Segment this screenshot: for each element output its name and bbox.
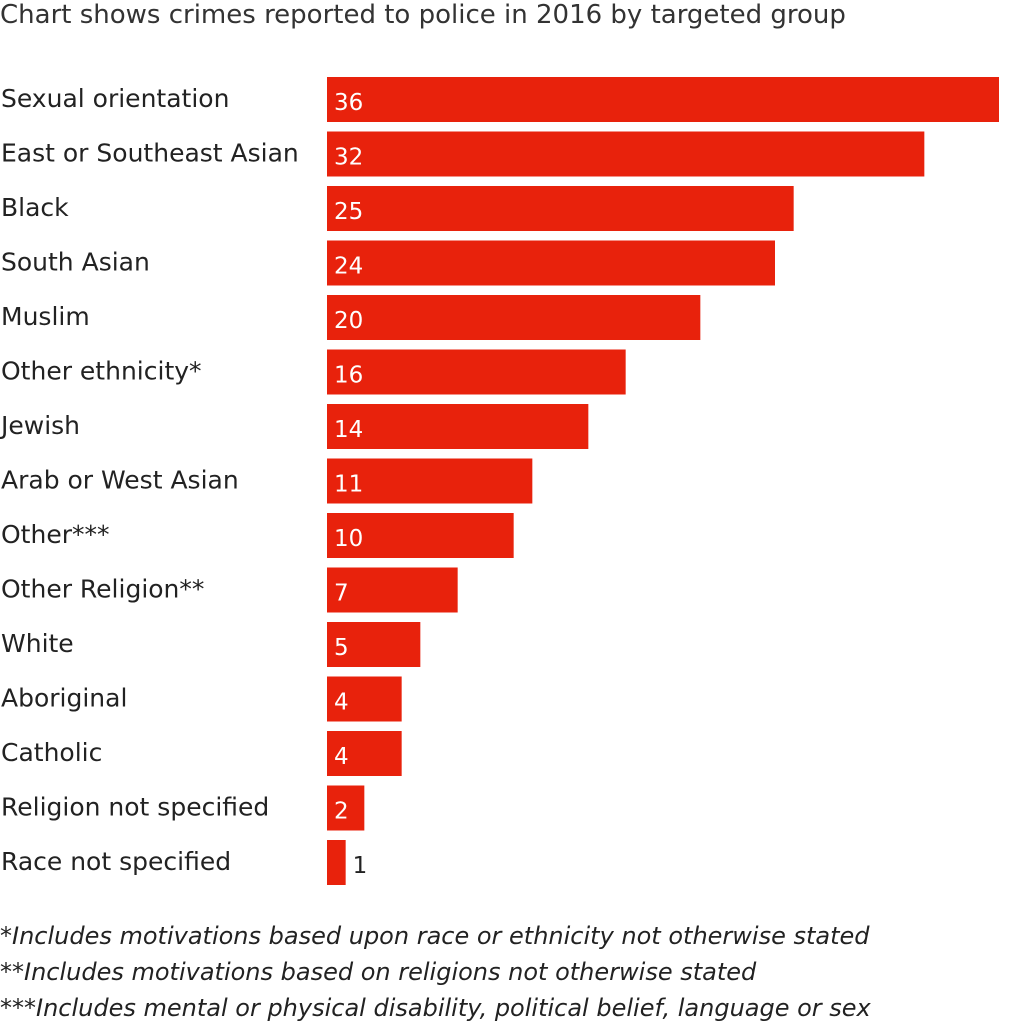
value-label: 2: [334, 799, 349, 825]
value-label: 11: [334, 472, 363, 498]
value-label: 4: [334, 690, 349, 716]
category-label: Catholic: [1, 738, 102, 767]
bar: [327, 458, 533, 504]
bar: [327, 731, 402, 776]
footnotes: *Includes motivations based upon race or…: [0, 918, 871, 1026]
value-label: 16: [334, 363, 363, 389]
category-label: East or Southeast Asian: [1, 139, 299, 168]
category-label: White: [1, 629, 74, 658]
value-label: 5: [334, 635, 349, 661]
bar: [327, 240, 775, 286]
bar: [327, 295, 701, 340]
bar: [327, 131, 925, 177]
chart-subtitle: Chart shows crimes reported to police in…: [0, 0, 846, 30]
value-label: 36: [334, 90, 363, 116]
category-label: Religion not specified: [1, 793, 269, 822]
category-label: Other ethnicity*: [1, 357, 202, 386]
category-label: Black: [1, 193, 69, 222]
category-label: Arab or West Asian: [1, 466, 239, 495]
value-label: 25: [334, 199, 363, 225]
bar: [327, 567, 458, 613]
bar: [327, 349, 626, 395]
category-label: Jewish: [0, 411, 80, 440]
value-label: 14: [334, 417, 363, 443]
category-label: Other Religion**: [1, 575, 204, 604]
value-label: 4: [334, 744, 349, 770]
value-label: 24: [334, 254, 363, 280]
category-label: Sexual orientation: [1, 84, 229, 113]
footnote-1: *Includes motivations based upon race or…: [0, 922, 870, 950]
category-label: Other***: [1, 520, 109, 549]
value-label: 20: [334, 308, 363, 334]
bar: [327, 404, 589, 449]
bar: [327, 622, 421, 667]
value-label: 7: [334, 581, 349, 607]
footnote-3: ***Includes mental or physical disabilit…: [0, 994, 871, 1022]
bar: [327, 513, 514, 558]
category-label: Race not specified: [1, 847, 231, 876]
bar: [327, 840, 346, 885]
value-label: 32: [334, 145, 363, 171]
footnote-2: **Includes motivations based on religion…: [0, 958, 757, 986]
bar-chart: Sexual orientation 36 East or Southeast As…: [0, 77, 999, 885]
category-label: Aboriginal: [1, 684, 127, 713]
bar: [327, 785, 365, 831]
value-label: 1: [353, 853, 368, 879]
bar: [327, 77, 999, 122]
category-label: South Asian: [1, 248, 150, 277]
bar: [327, 186, 794, 231]
value-label: 10: [334, 526, 363, 552]
bar: [327, 676, 402, 722]
category-label: Muslim: [1, 302, 90, 331]
